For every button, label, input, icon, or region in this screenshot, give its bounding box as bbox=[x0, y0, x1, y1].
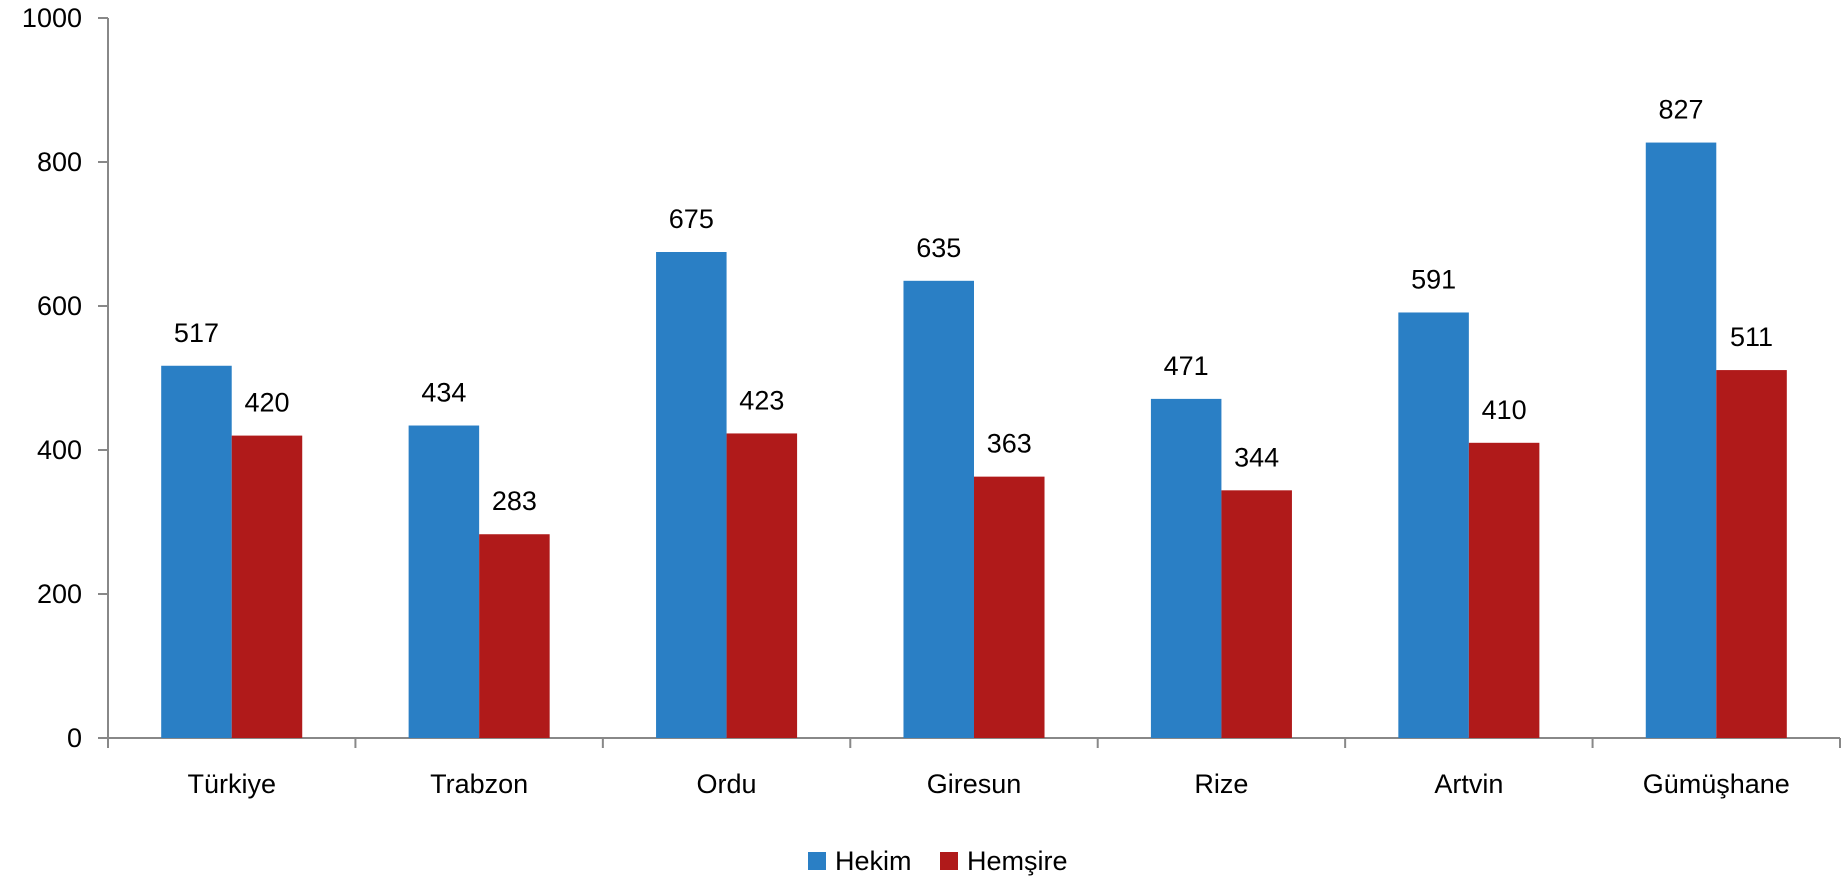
legend: Hekim Hemşire bbox=[808, 846, 1068, 876]
data-label: 420 bbox=[244, 388, 289, 418]
y-axis: 0 200 400 600 800 1000 bbox=[22, 3, 109, 753]
bars bbox=[161, 142, 1787, 738]
legend-label: Hemşire bbox=[967, 846, 1068, 876]
x-category-label: Rize bbox=[1194, 769, 1248, 799]
data-label: 344 bbox=[1234, 442, 1279, 472]
bar-hemsire bbox=[726, 433, 798, 738]
bar-hemsire bbox=[479, 534, 550, 738]
bar-hemsire bbox=[231, 435, 303, 738]
bar-hekim bbox=[161, 365, 232, 738]
bar-hekim bbox=[1398, 312, 1469, 738]
data-label: 283 bbox=[492, 486, 537, 516]
legend-label: Hekim bbox=[835, 846, 912, 876]
y-tick-label: 0 bbox=[67, 723, 82, 753]
bar-hekim bbox=[408, 425, 480, 738]
data-label: 410 bbox=[1482, 395, 1527, 425]
bar-hemsire bbox=[1468, 442, 1540, 738]
data-labels: 517 420 434 283 675 423 635 363 471 344 591 410 827 5… bbox=[174, 95, 1773, 517]
x-category-label: Trabzon bbox=[430, 769, 528, 799]
y-tick-label: 600 bbox=[37, 291, 82, 321]
x-category-label: Giresun bbox=[927, 769, 1022, 799]
bar-hemsire bbox=[974, 476, 1045, 738]
x-category-label: Artvin bbox=[1434, 769, 1503, 799]
bar-hekim bbox=[1150, 398, 1222, 738]
x-category-label: Türkiye bbox=[187, 769, 276, 799]
data-label: 635 bbox=[916, 233, 961, 263]
data-label: 591 bbox=[1411, 264, 1456, 294]
y-tick-label: 400 bbox=[37, 435, 82, 465]
data-label: 517 bbox=[174, 318, 219, 348]
x-category-label: Ordu bbox=[697, 769, 757, 799]
y-tick-label: 800 bbox=[37, 147, 82, 177]
data-label: 675 bbox=[669, 204, 714, 234]
y-tick-label: 200 bbox=[37, 579, 82, 609]
x-category-label: Gümüşhane bbox=[1643, 769, 1790, 799]
data-label: 827 bbox=[1658, 95, 1703, 125]
bar-hemsire bbox=[1221, 490, 1292, 738]
data-label: 434 bbox=[421, 378, 466, 408]
bar-hemsire bbox=[1716, 370, 1787, 738]
legend-swatch bbox=[940, 852, 958, 870]
y-tick-label: 1000 bbox=[22, 3, 82, 33]
legend-swatch bbox=[808, 852, 826, 870]
data-label: 363 bbox=[987, 429, 1032, 459]
data-label: 511 bbox=[1730, 322, 1773, 352]
x-axis: Türkiye Trabzon Ordu Giresun Rize Artvin Gümüş… bbox=[107, 737, 1841, 799]
bar-hekim bbox=[656, 252, 727, 738]
data-label: 423 bbox=[739, 385, 784, 415]
bar-hekim bbox=[1645, 142, 1717, 738]
data-label: 471 bbox=[1164, 351, 1209, 381]
bar-hekim bbox=[903, 280, 974, 738]
